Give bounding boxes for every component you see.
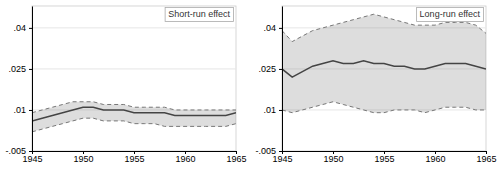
tick-label: 1950 xyxy=(73,154,93,164)
tick-label: 1965 xyxy=(226,154,246,164)
tick: 1960 xyxy=(425,151,445,164)
tick: -.005 xyxy=(255,146,282,156)
tick-label: .01 xyxy=(13,105,26,115)
tick-label: 1965 xyxy=(476,154,496,164)
tick-label: .025 xyxy=(8,64,26,74)
tick-mark xyxy=(29,151,32,152)
plot-frame xyxy=(282,6,486,151)
tick-label: 1955 xyxy=(374,154,394,164)
tick: 1955 xyxy=(374,151,394,164)
marks xyxy=(32,102,236,132)
y-axis: -.005 .01 .025 .04 xyxy=(255,7,282,157)
panel-label: Short-run effect xyxy=(165,7,233,21)
grid xyxy=(32,28,236,151)
tick-mark xyxy=(29,28,32,29)
tick: 1955 xyxy=(124,151,144,164)
panel: 19451950195519601965-.005.01.025.04Long-… xyxy=(255,6,496,164)
panel-title: Short-run effect xyxy=(168,9,230,19)
tick-label: .025 xyxy=(258,64,276,74)
tick-label: .04 xyxy=(263,23,276,33)
tick-label: -.005 xyxy=(5,146,26,156)
label-box xyxy=(417,7,484,21)
grid-line xyxy=(32,68,236,69)
tick: 1960 xyxy=(175,151,195,164)
tick-label: -.005 xyxy=(255,146,276,156)
x-axis: 19451950195519601965 xyxy=(22,151,246,164)
x-axis: 19451950195519601965 xyxy=(272,151,496,164)
tick: 1950 xyxy=(323,151,343,164)
tick-mark xyxy=(29,110,32,111)
tick-label: 1955 xyxy=(124,154,144,164)
tick-mark xyxy=(279,69,282,70)
label-box xyxy=(165,7,233,21)
grid-line xyxy=(32,27,236,28)
tick: .04 xyxy=(263,23,282,33)
band-edge-line xyxy=(282,102,486,113)
tick: 1965 xyxy=(226,151,246,164)
tick: -.005 xyxy=(5,146,32,156)
tick-label: 1960 xyxy=(175,154,195,164)
panel-label: Long-run effect xyxy=(417,7,484,21)
tick-mark xyxy=(29,69,32,70)
axis-line xyxy=(32,7,33,152)
plot-frame xyxy=(32,6,236,151)
axis-line xyxy=(282,7,283,152)
tick: .04 xyxy=(13,23,32,33)
band-edge-line xyxy=(32,118,236,132)
tick: .01 xyxy=(13,105,32,115)
tick: 1950 xyxy=(73,151,93,164)
y-axis: -.005 .01 .025 .04 xyxy=(5,7,32,157)
tick: 1965 xyxy=(476,151,496,164)
marks xyxy=(282,14,486,112)
band-area xyxy=(282,14,486,112)
tick: .025 xyxy=(258,64,282,74)
tick-label: 1960 xyxy=(425,154,445,164)
tick-label: .01 xyxy=(263,105,276,115)
panel: 19451950195519601965-.005.01.025.04Short… xyxy=(5,6,246,164)
tick-mark xyxy=(279,151,282,152)
tick-label: .04 xyxy=(13,23,26,33)
center-line xyxy=(32,107,236,121)
band-area xyxy=(32,102,236,132)
tick-mark xyxy=(279,28,282,29)
tick: .025 xyxy=(8,64,32,74)
tick: .01 xyxy=(263,105,282,115)
band-edge-line xyxy=(32,102,236,113)
tick-mark xyxy=(279,110,282,111)
chart-root: 19451950195519601965-.005.01.025.04Short… xyxy=(0,0,500,169)
center-line xyxy=(282,61,486,77)
tick-label: 1950 xyxy=(323,154,343,164)
panel-title: Long-run effect xyxy=(420,9,481,19)
